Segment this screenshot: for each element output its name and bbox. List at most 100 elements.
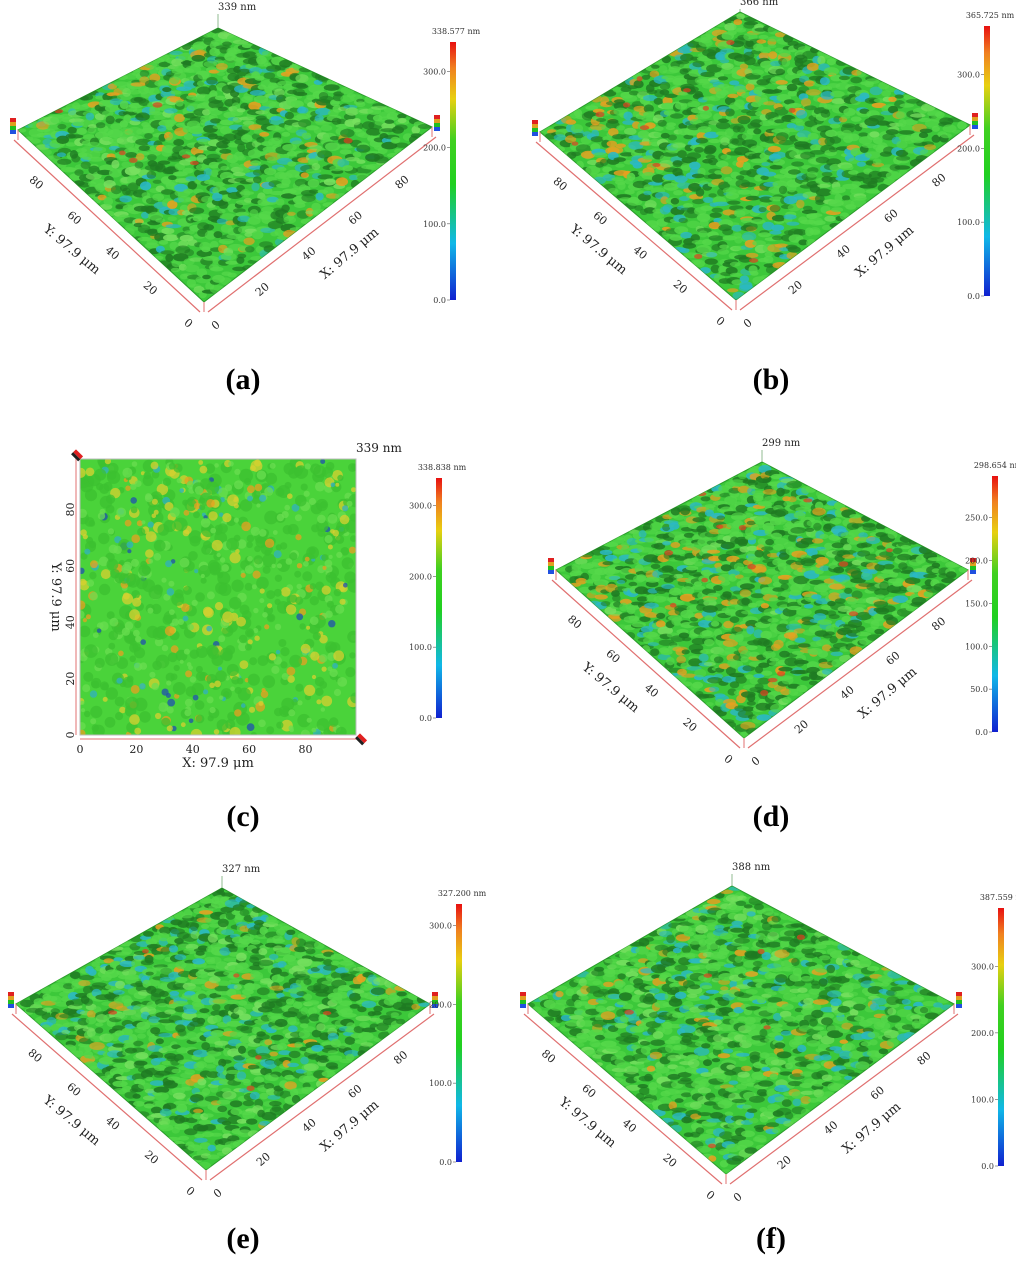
corner-marker-icon	[970, 558, 976, 574]
surface-texture	[18, 28, 432, 299]
colorbar-tick-label: 0.0	[439, 1158, 452, 1167]
map-frame	[79, 458, 357, 736]
x-tick-label: 20	[792, 718, 811, 737]
y-tick-label: 0	[64, 732, 77, 739]
surface-2d-map: 0 20 40 60 80 0 20 40 60 80 X: 97.9 μm Y: 97.9 μm 33…	[48, 441, 467, 771]
colorbar-tick-label: 250.0	[965, 514, 988, 523]
x-tick-label: 80	[929, 615, 948, 634]
y-tick-label: 0	[703, 1188, 717, 1202]
y-tick-label: 40	[631, 243, 650, 262]
y-tick-label: 80	[64, 502, 77, 516]
x-tick-label: 20	[786, 278, 805, 297]
corner-marker-icon	[548, 558, 554, 574]
afm-panel-b: 0 20 40 60 80 0 20 40 60 80 Y: 97.9 μm X: 97.9 μm 36…	[508, 0, 1016, 422]
peak-height-label: 366 nm	[740, 0, 779, 8]
x-axis-label: X: 97.9 μm	[839, 1100, 904, 1158]
y-axis-line	[551, 579, 741, 749]
afm-panel-f: 0 20 40 60 80 0 20 40 60 80 Y: 97.9 μm X: 97.9 μm 38…	[508, 844, 1016, 1266]
corner-marker-icon	[10, 118, 16, 134]
x-tick-label: 60	[346, 209, 365, 228]
corner-marker-icon	[8, 992, 14, 1008]
colorbar-gradient	[436, 478, 442, 718]
panel-label: (b)	[752, 363, 790, 396]
x-axis-label: X: 97.9 μm	[852, 223, 917, 281]
peak-height-label: 339 nm	[356, 441, 402, 455]
colorbar-max-label: 365.725 nm	[966, 11, 1015, 20]
corner-marker-icon	[972, 113, 978, 129]
x-tick-label: 0	[749, 754, 763, 768]
colorbar: 387.559 nm 300.0 200.0 100.0 0.0	[971, 893, 1016, 1171]
surface-3d-plot: 0 20 40 60 80 0 20 40 60 80 Y: 97.9 μm X: 97.9 μm 29…	[548, 438, 1016, 769]
x-tick-label: 0	[209, 318, 223, 332]
colorbar-max-label: 338.838 nm	[418, 463, 467, 472]
peak-height-label: 388 nm	[732, 862, 771, 873]
y-tick-label: 40	[103, 244, 122, 263]
x-tick-label: 0	[741, 316, 755, 330]
surface-3d-plot: 0 20 40 60 80 0 20 40 60 80 Y: 97.9 μm X: 97.9 μm 32…	[8, 864, 487, 1201]
y-tick-label: 20	[64, 672, 77, 686]
x-axis-line	[207, 136, 437, 313]
colorbar: 338.577 nm 300.0 200.0 100.0 0.0	[423, 27, 480, 305]
y-axis-label: Y: 97.9 μm	[39, 1092, 103, 1149]
colorbar-max-label: 338.577 nm	[432, 27, 481, 36]
y-tick-label: 60	[65, 208, 84, 227]
colorbar-tick-label: 300.0	[957, 71, 980, 80]
corner-marker-icon	[520, 992, 526, 1008]
colorbar-tick-label: 0.0	[981, 1162, 994, 1171]
y-axis-line	[13, 139, 201, 313]
colorbar-gradient	[998, 908, 1004, 1166]
axes: 0 20 40 60 80 0 20 40 60 80 X: 97.9 μm Y: 97.9 μm	[48, 459, 356, 771]
colorbar-tick-label: 100.0	[971, 1095, 994, 1104]
x-tick-label: 60	[882, 207, 901, 226]
y-axis-label: Y: 97.9 μm	[566, 221, 630, 278]
colorbar-gradient	[984, 26, 990, 296]
y-tick-label: 0	[181, 316, 195, 330]
colorbar-tick-label: 100.0	[409, 643, 432, 652]
colorbar-tick-label: 150.0	[965, 599, 988, 608]
colorbar-tick-label: 0.0	[433, 296, 446, 305]
colorbar-tick-label: 200.0	[429, 1000, 452, 1009]
x-tick-label: 40	[299, 244, 318, 263]
colorbar-tick-label: 300.0	[971, 962, 994, 971]
y-axis-label: Y: 97.9 μm	[555, 1094, 619, 1151]
colorbar-gradient	[992, 476, 998, 732]
x-tick-label: 80	[299, 743, 313, 756]
y-tick-label: 40	[620, 1116, 639, 1135]
x-axis-label: X: 97.9 μm	[182, 756, 254, 771]
colorbar-tick-label: 200.0	[409, 572, 432, 581]
y-tick-label: 20	[680, 716, 699, 735]
corner-marker-icon	[355, 733, 368, 746]
corner-marker-icon	[532, 120, 538, 136]
y-tick-label: 60	[579, 1082, 598, 1101]
peak-height-label: 299 nm	[762, 438, 801, 449]
colorbar: 327.200 nm 300.0 200.0 100.0 0.0	[429, 889, 486, 1167]
panel-label: (a)	[225, 363, 261, 396]
panel-label: (f)	[756, 1222, 786, 1255]
x-axis-label: X: 97.9 μm	[317, 225, 382, 283]
colorbar: 365.725 nm 300.0 200.0 100.0 0.0	[957, 11, 1014, 301]
x-axis-line	[729, 1013, 959, 1185]
colorbar-tick-label: 300.0	[423, 67, 446, 76]
x-tick-label: 0	[731, 1190, 745, 1204]
y-tick-label: 0	[713, 314, 727, 328]
corner-marker-icon	[434, 115, 440, 131]
peak-height-label: 339 nm	[218, 2, 257, 13]
colorbar-tick-label: 50.0	[970, 685, 988, 694]
x-tick-label: 0	[211, 1186, 225, 1200]
x-tick-label: 40	[186, 743, 200, 756]
x-tick-label: 20	[253, 280, 272, 299]
afm-panel-a: 0 20 40 60 80 0 20 40 60 80 Y: 97.9 μm X: 97.9 μm 33…	[0, 0, 508, 422]
x-axis-label: X: 97.9 μm	[855, 665, 920, 723]
x-axis-line	[739, 134, 975, 311]
y-axis-line	[11, 1013, 203, 1181]
colorbar-max-label: 298.654 nm	[974, 461, 1016, 470]
y-axis-label: Y: 97.9 μm	[48, 561, 63, 631]
y-tick-label: 20	[671, 278, 690, 297]
y-tick-label: 0	[721, 752, 735, 766]
colorbar-tick-label: 200.0	[965, 557, 988, 566]
surface-3d-plot: 0 20 40 60 80 0 20 40 60 80 Y: 97.9 μm X: 97.9 μm 38…	[520, 862, 1016, 1205]
peak-height-label: 327 nm	[222, 864, 261, 875]
colorbar-tick-label: 100.0	[429, 1079, 452, 1088]
colorbar-tick-label: 0.0	[967, 292, 980, 301]
colorbar-tick-label: 200.0	[957, 144, 980, 153]
